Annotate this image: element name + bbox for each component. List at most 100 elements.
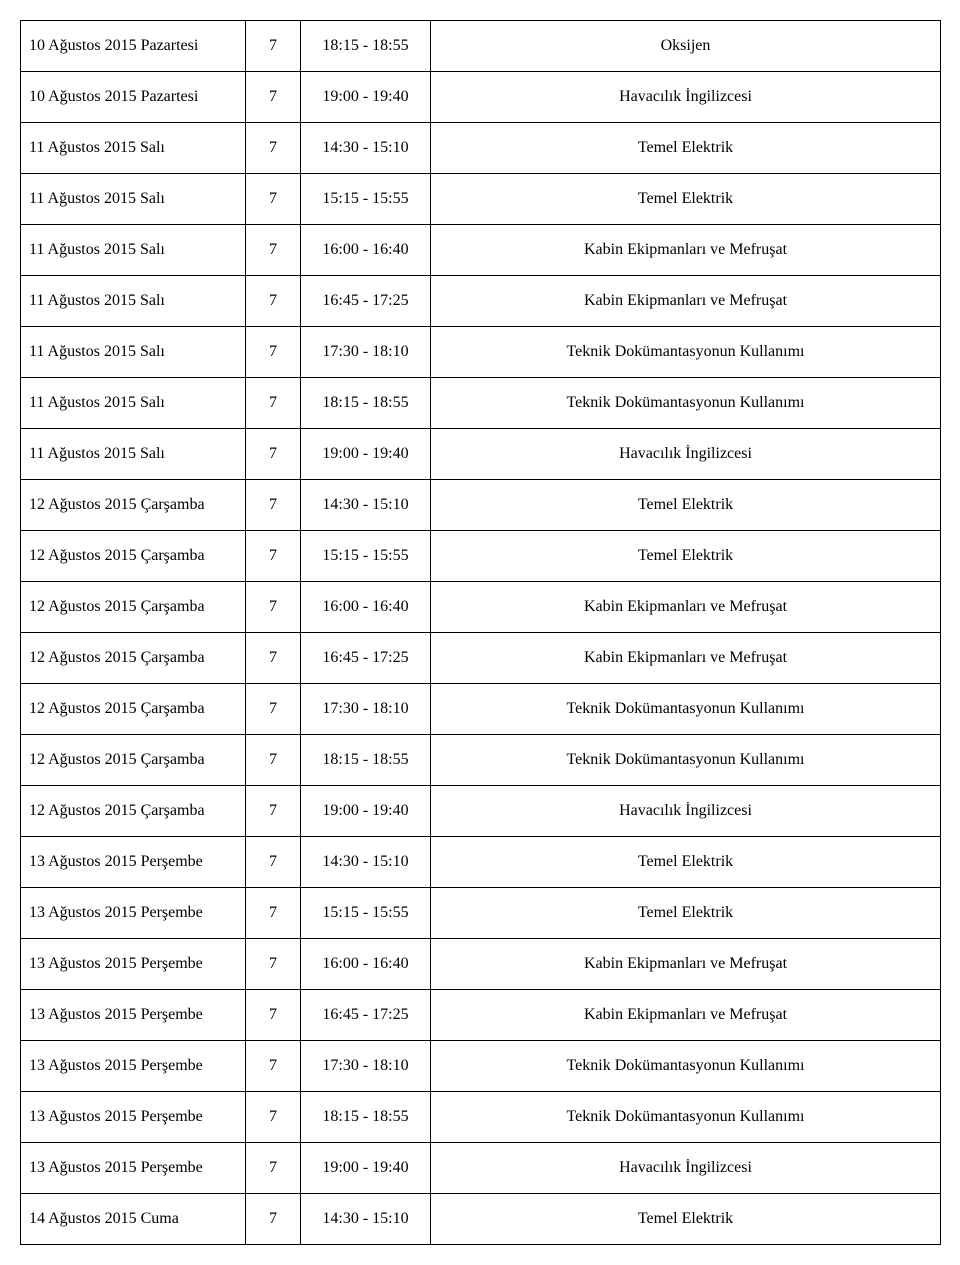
cell-num: 7 (246, 837, 301, 888)
cell-num: 7 (246, 72, 301, 123)
cell-subject: Temel Elektrik (431, 123, 941, 174)
table-row: 11 Ağustos 2015 Salı715:15 - 15:55Temel … (21, 174, 941, 225)
table-row: 12 Ağustos 2015 Çarşamba716:45 - 17:25Ka… (21, 633, 941, 684)
cell-time: 16:45 - 17:25 (301, 633, 431, 684)
cell-subject: Havacılık İngilizcesi (431, 429, 941, 480)
table-row: 12 Ağustos 2015 Çarşamba719:00 - 19:40Ha… (21, 786, 941, 837)
cell-date: 13 Ağustos 2015 Perşembe (21, 939, 246, 990)
cell-subject: Kabin Ekipmanları ve Mefruşat (431, 582, 941, 633)
cell-time: 19:00 - 19:40 (301, 429, 431, 480)
cell-time: 14:30 - 15:10 (301, 123, 431, 174)
cell-time: 15:15 - 15:55 (301, 531, 431, 582)
schedule-table: 10 Ağustos 2015 Pazartesi718:15 - 18:55O… (20, 20, 941, 1245)
cell-date: 10 Ağustos 2015 Pazartesi (21, 21, 246, 72)
table-row: 13 Ağustos 2015 Perşembe714:30 - 15:10Te… (21, 837, 941, 888)
cell-date: 12 Ağustos 2015 Çarşamba (21, 633, 246, 684)
table-row: 12 Ağustos 2015 Çarşamba715:15 - 15:55Te… (21, 531, 941, 582)
cell-date: 11 Ağustos 2015 Salı (21, 225, 246, 276)
cell-time: 15:15 - 15:55 (301, 888, 431, 939)
table-row: 10 Ağustos 2015 Pazartesi719:00 - 19:40H… (21, 72, 941, 123)
cell-time: 17:30 - 18:10 (301, 327, 431, 378)
cell-subject: Temel Elektrik (431, 174, 941, 225)
table-row: 13 Ağustos 2015 Perşembe717:30 - 18:10Te… (21, 1041, 941, 1092)
cell-date: 12 Ağustos 2015 Çarşamba (21, 684, 246, 735)
cell-num: 7 (246, 276, 301, 327)
cell-time: 17:30 - 18:10 (301, 1041, 431, 1092)
cell-subject: Teknik Dokümantasyonun Kullanımı (431, 735, 941, 786)
table-row: 11 Ağustos 2015 Salı717:30 - 18:10Teknik… (21, 327, 941, 378)
cell-subject: Kabin Ekipmanları ve Mefruşat (431, 276, 941, 327)
cell-num: 7 (246, 1194, 301, 1245)
cell-date: 11 Ağustos 2015 Salı (21, 123, 246, 174)
cell-num: 7 (246, 888, 301, 939)
cell-subject: Temel Elektrik (431, 888, 941, 939)
cell-time: 16:00 - 16:40 (301, 225, 431, 276)
cell-num: 7 (246, 225, 301, 276)
cell-time: 14:30 - 15:10 (301, 480, 431, 531)
table-row: 12 Ağustos 2015 Çarşamba717:30 - 18:10Te… (21, 684, 941, 735)
cell-date: 13 Ağustos 2015 Perşembe (21, 837, 246, 888)
cell-date: 13 Ağustos 2015 Perşembe (21, 888, 246, 939)
cell-date: 13 Ağustos 2015 Perşembe (21, 1143, 246, 1194)
cell-num: 7 (246, 633, 301, 684)
cell-num: 7 (246, 123, 301, 174)
cell-num: 7 (246, 378, 301, 429)
cell-time: 16:00 - 16:40 (301, 582, 431, 633)
cell-date: 12 Ağustos 2015 Çarşamba (21, 735, 246, 786)
cell-date: 11 Ağustos 2015 Salı (21, 276, 246, 327)
cell-num: 7 (246, 582, 301, 633)
cell-num: 7 (246, 939, 301, 990)
table-row: 13 Ağustos 2015 Perşembe715:15 - 15:55Te… (21, 888, 941, 939)
cell-time: 18:15 - 18:55 (301, 378, 431, 429)
table-row: 14 Ağustos 2015 Cuma714:30 - 15:10Temel … (21, 1194, 941, 1245)
cell-time: 16:00 - 16:40 (301, 939, 431, 990)
cell-subject: Temel Elektrik (431, 1194, 941, 1245)
cell-date: 11 Ağustos 2015 Salı (21, 327, 246, 378)
cell-time: 16:45 - 17:25 (301, 276, 431, 327)
cell-time: 16:45 - 17:25 (301, 990, 431, 1041)
cell-num: 7 (246, 531, 301, 582)
table-row: 13 Ağustos 2015 Perşembe716:45 - 17:25Ka… (21, 990, 941, 1041)
table-row: 11 Ağustos 2015 Salı716:00 - 16:40Kabin … (21, 225, 941, 276)
table-row: 11 Ağustos 2015 Salı718:15 - 18:55Teknik… (21, 378, 941, 429)
cell-time: 18:15 - 18:55 (301, 735, 431, 786)
cell-time: 18:15 - 18:55 (301, 1092, 431, 1143)
cell-num: 7 (246, 480, 301, 531)
cell-time: 19:00 - 19:40 (301, 1143, 431, 1194)
cell-time: 14:30 - 15:10 (301, 837, 431, 888)
cell-num: 7 (246, 1041, 301, 1092)
table-row: 10 Ağustos 2015 Pazartesi718:15 - 18:55O… (21, 21, 941, 72)
cell-num: 7 (246, 429, 301, 480)
cell-date: 12 Ağustos 2015 Çarşamba (21, 582, 246, 633)
cell-date: 12 Ağustos 2015 Çarşamba (21, 531, 246, 582)
cell-subject: Teknik Dokümantasyonun Kullanımı (431, 684, 941, 735)
cell-subject: Kabin Ekipmanları ve Mefruşat (431, 225, 941, 276)
cell-num: 7 (246, 786, 301, 837)
cell-date: 13 Ağustos 2015 Perşembe (21, 1041, 246, 1092)
cell-time: 17:30 - 18:10 (301, 684, 431, 735)
cell-subject: Teknik Dokümantasyonun Kullanımı (431, 1092, 941, 1143)
cell-subject: Kabin Ekipmanları ve Mefruşat (431, 990, 941, 1041)
cell-date: 11 Ağustos 2015 Salı (21, 429, 246, 480)
cell-time: 19:00 - 19:40 (301, 72, 431, 123)
cell-time: 14:30 - 15:10 (301, 1194, 431, 1245)
table-row: 12 Ağustos 2015 Çarşamba718:15 - 18:55Te… (21, 735, 941, 786)
table-row: 11 Ağustos 2015 Salı719:00 - 19:40Havacı… (21, 429, 941, 480)
cell-num: 7 (246, 174, 301, 225)
cell-subject: Teknik Dokümantasyonun Kullanımı (431, 1041, 941, 1092)
cell-date: 13 Ağustos 2015 Perşembe (21, 990, 246, 1041)
cell-subject: Havacılık İngilizcesi (431, 786, 941, 837)
cell-num: 7 (246, 735, 301, 786)
cell-subject: Havacılık İngilizcesi (431, 72, 941, 123)
cell-time: 15:15 - 15:55 (301, 174, 431, 225)
cell-date: 14 Ağustos 2015 Cuma (21, 1194, 246, 1245)
table-row: 13 Ağustos 2015 Perşembe719:00 - 19:40Ha… (21, 1143, 941, 1194)
cell-num: 7 (246, 1143, 301, 1194)
cell-date: 12 Ağustos 2015 Çarşamba (21, 480, 246, 531)
cell-num: 7 (246, 990, 301, 1041)
cell-date: 11 Ağustos 2015 Salı (21, 174, 246, 225)
cell-num: 7 (246, 684, 301, 735)
cell-subject: Teknik Dokümantasyonun Kullanımı (431, 327, 941, 378)
cell-num: 7 (246, 21, 301, 72)
table-row: 11 Ağustos 2015 Salı716:45 - 17:25Kabin … (21, 276, 941, 327)
